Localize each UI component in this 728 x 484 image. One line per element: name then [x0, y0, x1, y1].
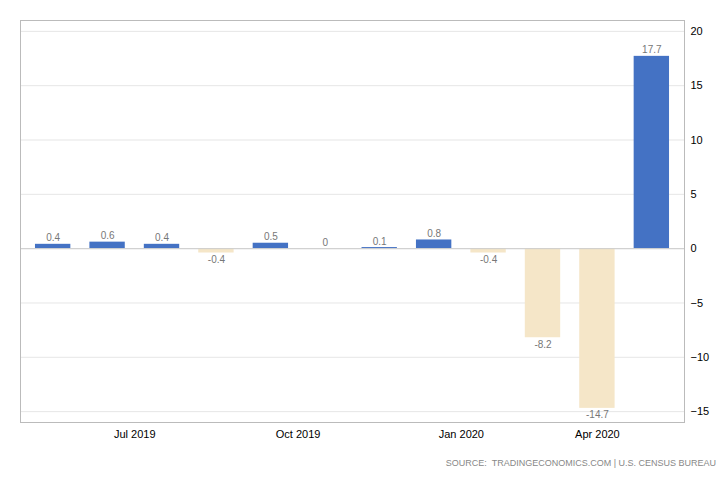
- svg-text:15: 15: [691, 79, 703, 91]
- svg-text:20: 20: [691, 25, 703, 37]
- svg-text:Jul 2019: Jul 2019: [114, 428, 156, 440]
- html-text:SOURCE: TRADINGECONOMICS.COM |: SOURCE: TRADINGECONOMICS.COM | U.S. CENS…: [445, 458, 716, 468]
- svg-text:0.5: 0.5: [264, 231, 278, 242]
- svg-text:0: 0: [691, 242, 697, 254]
- svg-text:5: 5: [691, 188, 697, 200]
- svg-text:-8.2: -8.2: [534, 339, 552, 350]
- svg-text:Oct 2019: Oct 2019: [276, 428, 321, 440]
- svg-text:-14.7: -14.7: [586, 409, 609, 420]
- svg-text:10: 10: [691, 134, 703, 146]
- svg-text:0.6: 0.6: [101, 230, 115, 241]
- svg-text:-0.4: -0.4: [480, 254, 498, 265]
- svg-text:−5: −5: [691, 297, 704, 309]
- svg-text:Jan 2020: Jan 2020: [439, 428, 484, 440]
- svg-text:17.7: 17.7: [642, 44, 662, 55]
- svg-text:0: 0: [323, 237, 329, 248]
- svg-text:0.4: 0.4: [155, 232, 169, 243]
- svg-text:−15: −15: [691, 405, 710, 417]
- svg-text:0.8: 0.8: [427, 228, 441, 239]
- svg-text:Apr 2020: Apr 2020: [575, 428, 620, 440]
- svg-text:−10: −10: [691, 351, 710, 363]
- svg-text:-0.4: -0.4: [208, 254, 226, 265]
- svg-text:0.4: 0.4: [46, 232, 60, 243]
- svg-text:0.1: 0.1: [373, 236, 387, 247]
